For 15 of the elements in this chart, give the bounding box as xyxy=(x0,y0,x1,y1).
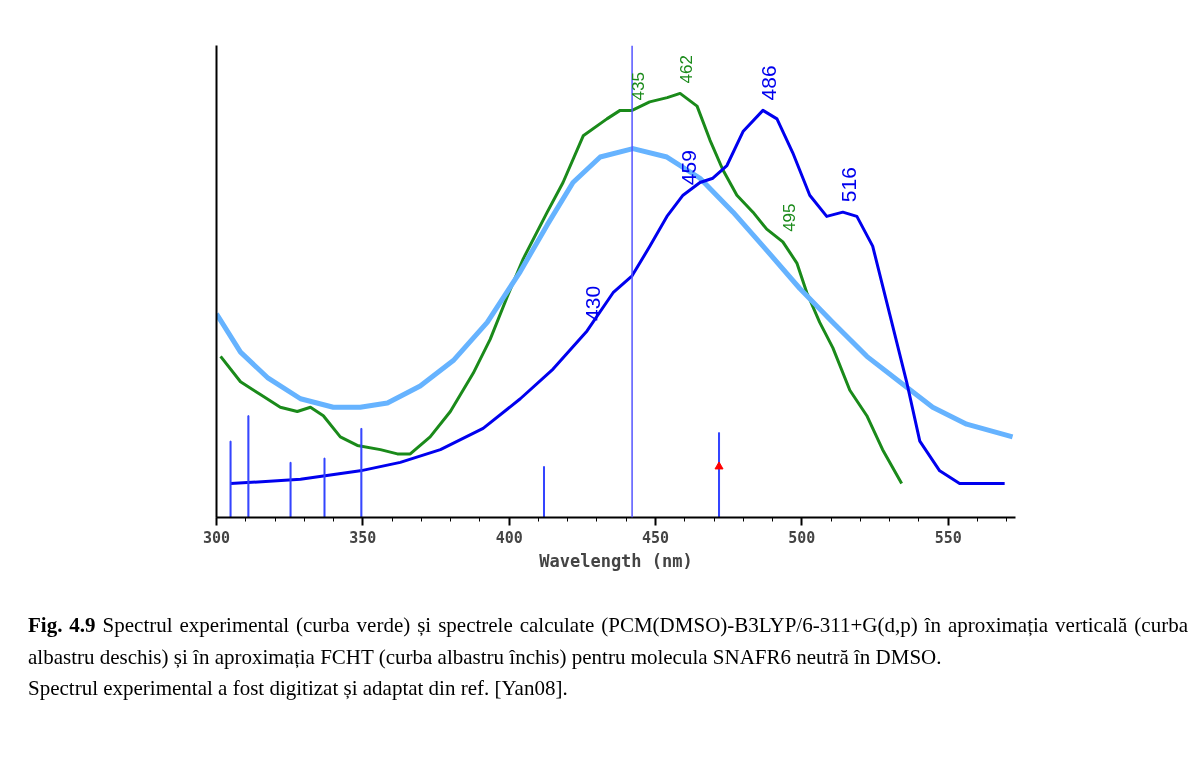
annotation: 486 xyxy=(756,65,780,101)
text: Spectrul experimental a fost digitizat și adaptat din ref. [Yan08]. xyxy=(28,676,568,700)
x-tick-label: 450 xyxy=(641,528,670,547)
annotation: 435 xyxy=(629,72,649,101)
x-tick-label: 300 xyxy=(202,528,231,547)
annotation: 516 xyxy=(836,167,860,203)
annotation: 462 xyxy=(677,55,697,84)
x-tick-label: 500 xyxy=(788,528,816,547)
x-tick-label: 550 xyxy=(934,528,962,547)
caption: Fig. 4.9 xyxy=(28,613,96,637)
x-tick-label: 350 xyxy=(349,528,377,547)
annotation: 459 xyxy=(677,150,701,186)
x-tick-label: 400 xyxy=(495,528,523,547)
annotation: 495 xyxy=(779,203,799,232)
x-axis-title: Wavelength (nm) xyxy=(539,550,693,571)
